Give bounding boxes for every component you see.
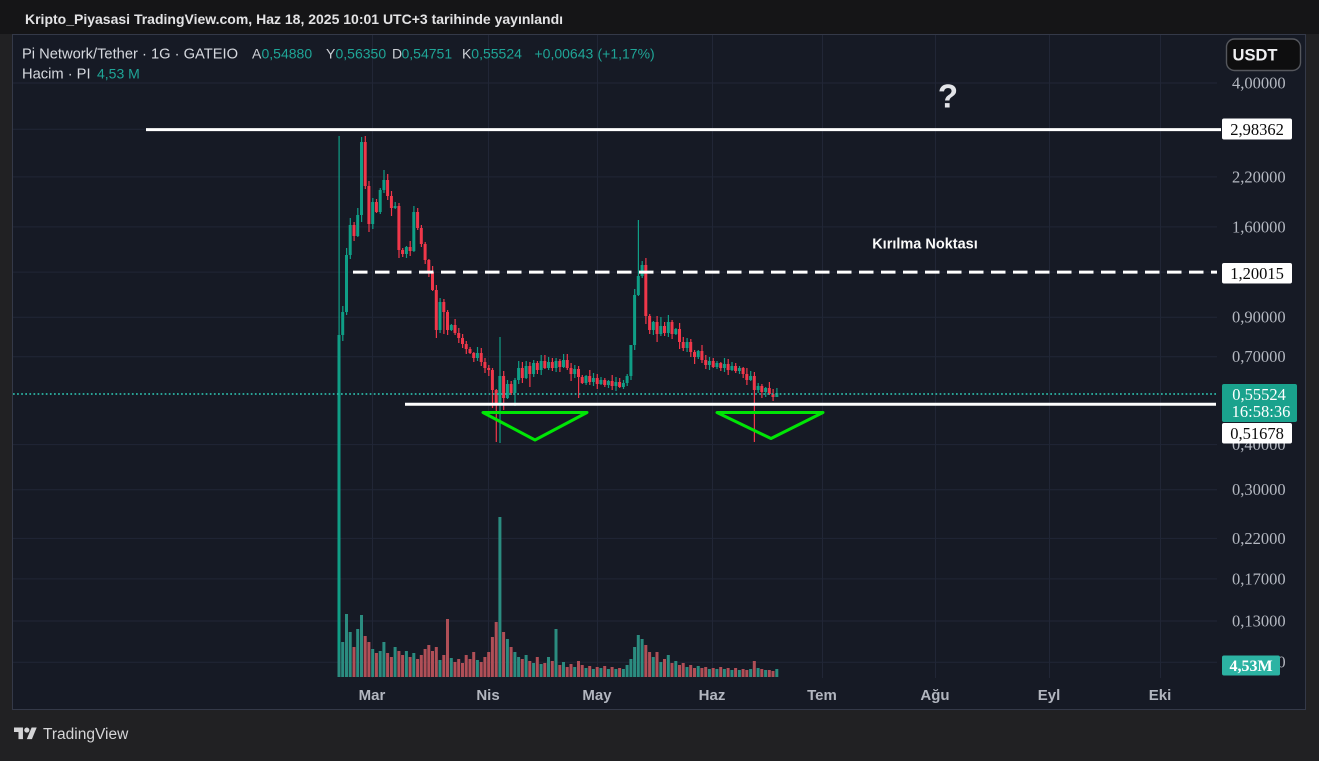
svg-text:Eki: Eki <box>1149 687 1172 704</box>
svg-text:0,30000: 0,30000 <box>1232 480 1286 499</box>
svg-text:4,53M: 4,53M <box>1229 658 1272 675</box>
svg-text:May: May <box>582 687 612 704</box>
svg-text:USDT: USDT <box>1233 47 1278 65</box>
svg-text:0,13000: 0,13000 <box>1232 612 1286 631</box>
svg-text:Haz: Haz <box>699 687 726 704</box>
svg-text:Pi Network/Tether · 1G · GATEI: Pi Network/Tether · 1G · GATEIO <box>22 46 238 62</box>
svg-text:Tem: Tem <box>807 687 837 704</box>
svg-text:0,54880: 0,54880 <box>262 45 313 61</box>
svg-text:4,53 M: 4,53 M <box>97 66 140 82</box>
svg-text:+0,00643: +0,00643 <box>535 45 594 61</box>
svg-text:A: A <box>252 45 262 61</box>
svg-text:1,60000: 1,60000 <box>1232 217 1286 236</box>
svg-text:0,54751: 0,54751 <box>402 45 453 61</box>
svg-text:0,22000: 0,22000 <box>1232 529 1286 548</box>
svg-text:Eyl: Eyl <box>1038 687 1061 704</box>
svg-text:0,17000: 0,17000 <box>1232 569 1286 588</box>
svg-text:D: D <box>392 45 402 61</box>
svg-text:0,55524: 0,55524 <box>1232 385 1286 404</box>
svg-text:Hacim · PI: Hacim · PI <box>22 67 91 83</box>
svg-text:Nis: Nis <box>476 687 499 704</box>
svg-text:Y: Y <box>326 45 336 61</box>
svg-text:0,51678: 0,51678 <box>1230 424 1284 443</box>
svg-text:Mar: Mar <box>359 687 386 704</box>
svg-text:0,90000: 0,90000 <box>1232 308 1286 327</box>
svg-text:2,20000: 2,20000 <box>1232 167 1286 186</box>
svg-text:0,56350: 0,56350 <box>336 45 387 61</box>
svg-text:K: K <box>462 45 472 61</box>
svg-text:0,70000: 0,70000 <box>1232 347 1286 366</box>
svg-text:?: ? <box>938 78 958 115</box>
svg-text:Kırılma Noktası: Kırılma Noktası <box>872 237 978 253</box>
svg-text:Ağu: Ağu <box>920 687 949 704</box>
svg-text:Kripto_Piyasasi TradingView.co: Kripto_Piyasasi TradingView.com, Haz 18,… <box>25 11 563 27</box>
svg-text:2,98362: 2,98362 <box>1230 120 1284 139</box>
svg-text:(+1,17%): (+1,17%) <box>598 45 655 61</box>
svg-text:0,55524: 0,55524 <box>471 45 522 61</box>
svg-text:16:58:36: 16:58:36 <box>1232 402 1291 421</box>
svg-text:TradingView: TradingView <box>43 726 129 743</box>
svg-text:1,20015: 1,20015 <box>1230 264 1284 283</box>
svg-text:4,00000: 4,00000 <box>1232 74 1286 93</box>
